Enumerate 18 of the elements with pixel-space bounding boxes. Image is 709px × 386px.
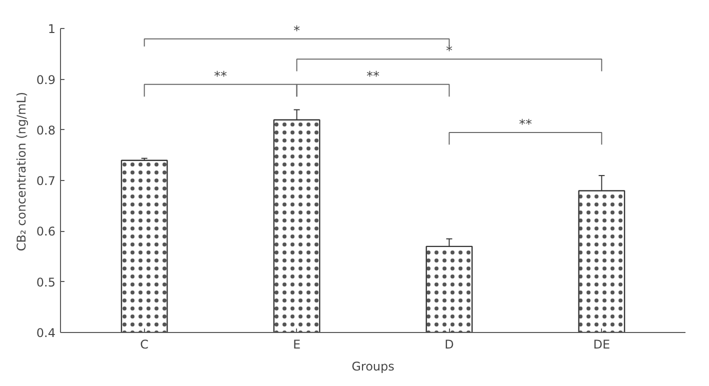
x-axis-title: Groups <box>352 360 394 374</box>
y-tick-label: 1 <box>48 22 56 36</box>
y-tick-label: 0.6 <box>36 224 56 239</box>
y-tick-label: 0.8 <box>36 123 56 138</box>
y-tick-label: 0.5 <box>36 275 56 290</box>
annotation: * <box>446 44 453 60</box>
y-tick-label: 0.7 <box>36 174 56 188</box>
x-tick-label: D <box>444 338 454 352</box>
annotation: ** <box>366 69 380 84</box>
annotation: ** <box>214 69 228 84</box>
y-tick-label: 0.9 <box>36 72 56 87</box>
x-tick-label: E <box>292 338 301 352</box>
x-tick-label: DE <box>593 338 610 352</box>
annotation: * <box>294 24 301 39</box>
x-tick-label: C <box>140 338 149 352</box>
annotation: ** <box>518 118 532 133</box>
y-axis-title: CB₂ concentration (ng/mL) <box>14 92 28 252</box>
y-tick-label: 0.4 <box>36 326 56 340</box>
